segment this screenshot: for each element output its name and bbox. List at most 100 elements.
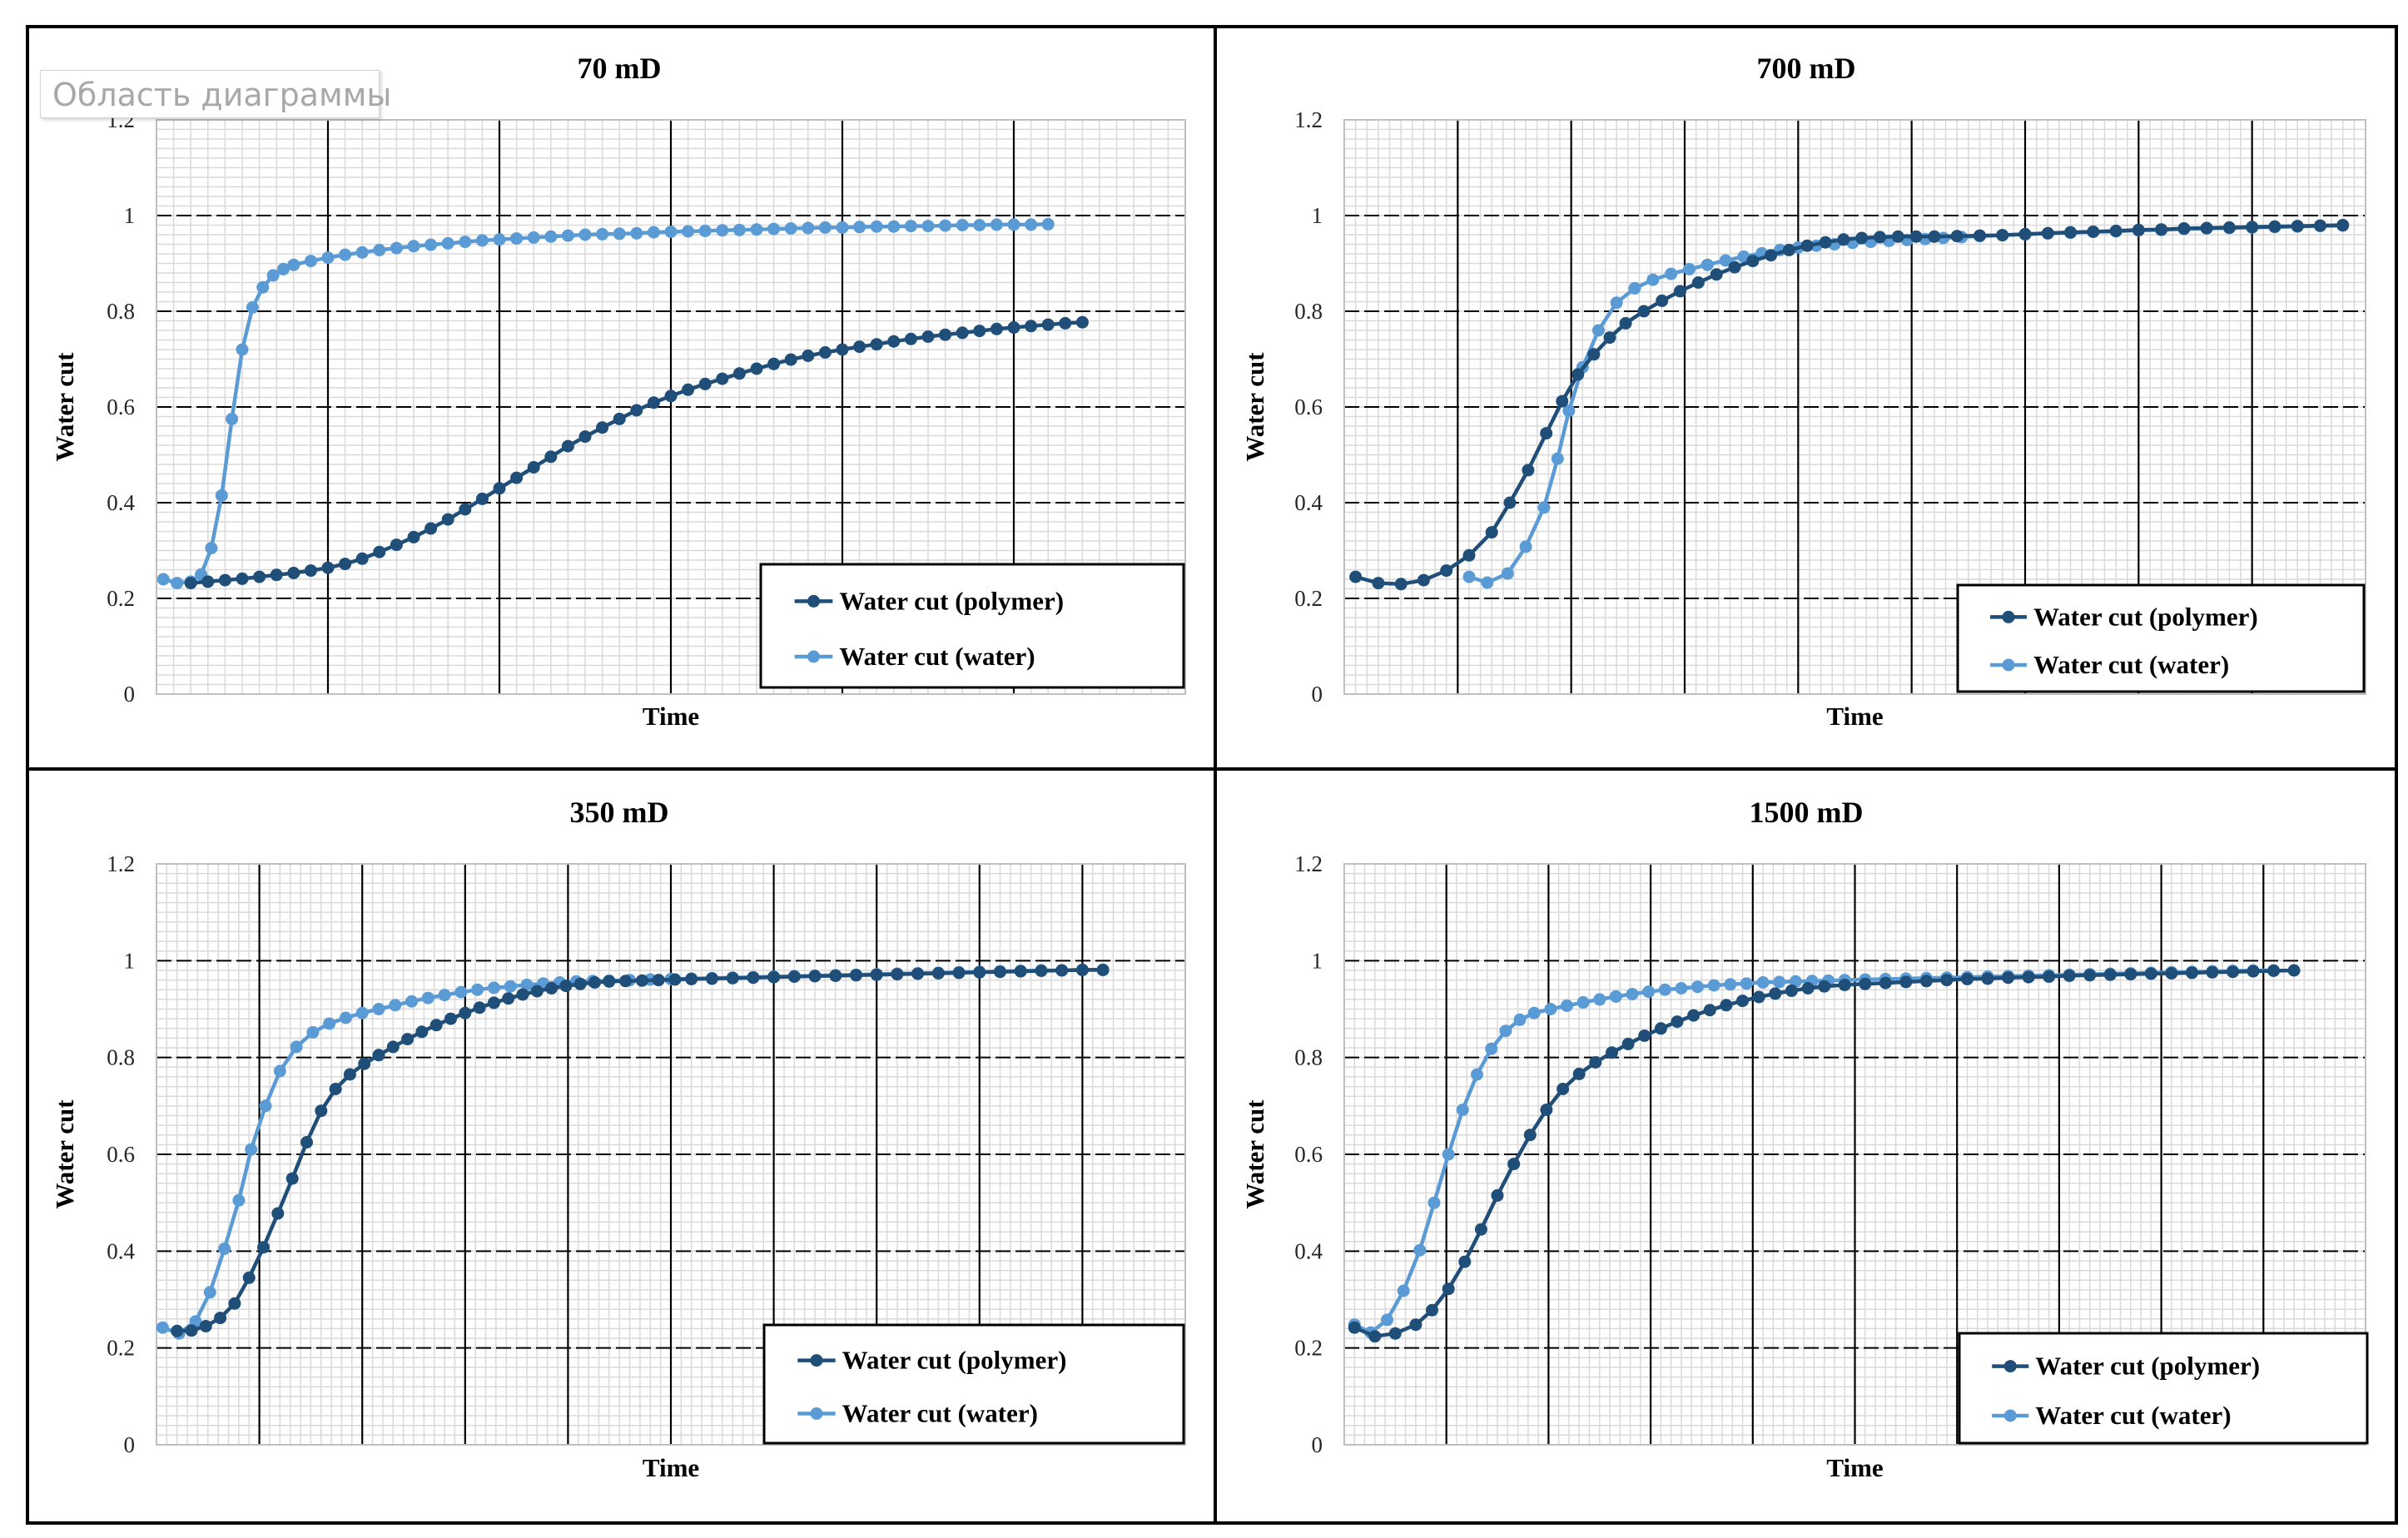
data-point-water xyxy=(493,233,506,246)
data-point-polymer xyxy=(802,350,815,362)
data-point-polymer xyxy=(1589,1056,1602,1069)
data-point-polymer xyxy=(1891,230,1904,243)
data-point-polymer xyxy=(1522,464,1535,477)
plot-border xyxy=(156,863,1186,1446)
y-tick-label: 0 xyxy=(1312,682,1323,707)
x-axis-label: Time xyxy=(643,1453,699,1482)
data-point-polymer xyxy=(2246,221,2259,234)
data-point-polymer xyxy=(613,412,626,425)
data-point-polymer xyxy=(257,1241,270,1254)
data-point-water xyxy=(1442,1148,1455,1161)
data-point-water xyxy=(407,240,420,253)
legend-label-water: Water cut (water) xyxy=(842,1399,1038,1428)
data-point-polymer xyxy=(1950,230,1964,243)
data-point-polymer xyxy=(2336,219,2350,231)
data-point-water xyxy=(613,227,626,241)
data-point-water xyxy=(218,1242,231,1255)
data-point-polymer xyxy=(1691,276,1705,289)
data-point-water xyxy=(266,269,280,282)
y-tick-label: 1.2 xyxy=(1294,851,1323,876)
data-point-water xyxy=(156,1321,169,1334)
data-point-polymer xyxy=(668,973,682,986)
data-point-polymer xyxy=(1075,315,1089,329)
data-point-polymer xyxy=(747,971,760,985)
data-point-water xyxy=(1413,1243,1427,1257)
data-point-polymer xyxy=(1349,570,1363,583)
data-point-polymer xyxy=(321,561,335,574)
data-point-polymer xyxy=(767,357,781,370)
data-point-polymer xyxy=(1619,316,1632,330)
data-point-polymer xyxy=(994,965,1006,979)
data-point-polymer xyxy=(1041,318,1055,331)
legend-label-polymer: Water cut (polymer) xyxy=(839,586,1064,615)
data-point-water xyxy=(921,220,935,233)
data-point-polymer xyxy=(415,1025,429,1039)
data-point-water xyxy=(1527,1006,1541,1020)
data-point-water xyxy=(1691,980,1704,994)
data-point-polymer xyxy=(1674,285,1686,298)
data-point-polymer xyxy=(559,980,573,993)
y-tick-label: 0 xyxy=(1312,1432,1323,1457)
data-point-polymer xyxy=(1909,230,1923,243)
data-point-water xyxy=(1628,281,1641,295)
data-point-polymer xyxy=(1800,239,1814,252)
data-point-water xyxy=(1707,979,1720,992)
data-point-polymer xyxy=(850,969,862,982)
y-tick-label: 1 xyxy=(124,203,136,228)
data-point-water xyxy=(323,1017,336,1030)
y-tick-label: 0 xyxy=(124,1432,136,1457)
data-point-water xyxy=(527,231,540,244)
legend-box xyxy=(1956,583,2366,693)
data-point-polymer xyxy=(372,1049,385,1062)
data-point-polymer xyxy=(429,1019,443,1032)
data-point-water xyxy=(1381,1313,1393,1327)
y-tick-label: 0.6 xyxy=(107,1142,135,1167)
legend-box xyxy=(762,1323,1185,1445)
data-point-water xyxy=(287,258,300,271)
legend-label-polymer: Water cut (polymer) xyxy=(2033,602,2258,631)
data-point-polymer xyxy=(1874,231,1886,244)
data-point-water xyxy=(306,1025,320,1039)
data-point-polymer xyxy=(300,1136,313,1149)
data-point-polymer xyxy=(2002,971,2015,985)
data-point-polymer xyxy=(2227,965,2239,979)
data-point-polymer xyxy=(2144,967,2157,980)
data-point-water xyxy=(853,221,866,234)
chart-area-tooltip: Область диаграммы xyxy=(40,70,391,118)
data-point-polymer xyxy=(1426,1303,1438,1317)
legend-swatch-marker xyxy=(810,1407,823,1420)
y-tick-label: 0.2 xyxy=(1294,1336,1323,1361)
data-point-water xyxy=(171,577,184,590)
data-point-polymer xyxy=(1409,1318,1422,1332)
data-point-polymer xyxy=(2185,966,2198,980)
data-point-polymer xyxy=(201,575,215,588)
data-point-polymer xyxy=(459,1006,472,1020)
data-point-polymer xyxy=(1961,972,1974,985)
data-point-polymer xyxy=(1462,548,1476,562)
data-point-water xyxy=(259,1099,272,1113)
data-point-polymer xyxy=(545,982,559,995)
data-point-polymer xyxy=(473,1001,486,1015)
data-point-polymer xyxy=(2109,224,2123,237)
y-tick-label: 0.6 xyxy=(107,394,135,419)
data-point-water xyxy=(990,218,1003,231)
data-point-polymer xyxy=(2206,965,2219,979)
data-point-polymer xyxy=(1928,230,1941,243)
data-point-polymer xyxy=(516,988,529,1001)
data-point-water xyxy=(1642,985,1656,999)
data-point-polymer xyxy=(1981,972,1994,985)
data-point-water xyxy=(1427,1196,1441,1209)
data-point-water xyxy=(1397,1284,1410,1297)
data-point-polymer xyxy=(921,330,935,343)
data-point-water xyxy=(1724,978,1737,991)
legend-swatch-marker xyxy=(810,1354,823,1367)
data-point-polymer xyxy=(1587,348,1601,361)
data-point-water xyxy=(215,489,228,502)
data-point-polymer xyxy=(184,577,197,590)
data-point-polymer xyxy=(1671,1015,1684,1029)
data-point-water xyxy=(750,223,763,236)
legend-swatch-marker xyxy=(2003,1409,2017,1422)
data-point-polymer xyxy=(1440,564,1453,578)
data-point-water xyxy=(596,227,609,241)
data-point-polymer xyxy=(493,482,506,495)
